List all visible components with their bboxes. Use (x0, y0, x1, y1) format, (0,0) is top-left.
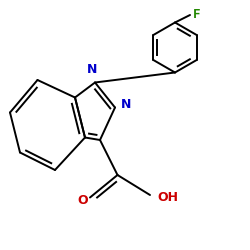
Text: OH: OH (158, 191, 178, 204)
Text: F: F (192, 8, 200, 22)
Text: N: N (121, 98, 132, 112)
Text: O: O (77, 194, 88, 206)
Text: N: N (87, 63, 98, 76)
